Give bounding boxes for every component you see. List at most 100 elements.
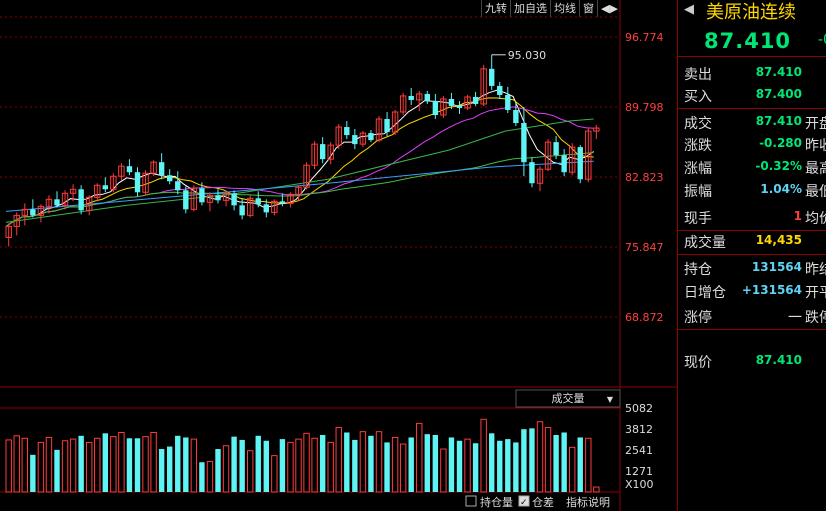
quote-row-value: -0.32% [755, 159, 802, 173]
candle-body [480, 68, 487, 105]
moving-average-button[interactable]: 均线 [550, 0, 579, 17]
quote-row-label: 现价 [684, 355, 712, 371]
candle-body [352, 135, 358, 145]
quote-row-label: 涨跌 [684, 138, 712, 154]
volume-bar [497, 440, 503, 492]
quote-row-extra-label: 昨结 [805, 262, 826, 278]
back-arrow-icon[interactable]: ◀ [684, 2, 694, 17]
quote-row-extra-label: 最低 [805, 184, 826, 200]
volume-bar [529, 428, 535, 492]
candle-body [472, 96, 479, 104]
quote-row: 成交 87.410开盘 [678, 111, 826, 133]
volume-bar [424, 434, 430, 492]
candle-body [368, 133, 374, 141]
volume-tick-label: 5082 [625, 402, 653, 415]
volume-bar [102, 433, 108, 492]
quote-row: 现手 1均价 [678, 206, 826, 228]
volume-dropdown-icon: ▼ [607, 395, 614, 404]
candle-body [561, 155, 567, 173]
volume-bar [263, 440, 269, 492]
window-button[interactable]: 窗 [579, 0, 597, 17]
candle-body [569, 146, 576, 173]
volume-bar [489, 433, 495, 492]
candle-body [134, 172, 141, 193]
quote-row-label: 现手 [684, 211, 712, 227]
candle-body [456, 105, 463, 108]
explain-link: 指标说明 [566, 495, 610, 509]
candle-body [391, 111, 399, 133]
candle-body [432, 100, 439, 116]
candle-body [183, 190, 189, 210]
candle-body [399, 95, 407, 113]
add-favorite-button[interactable]: 加自选 [510, 0, 550, 17]
volume-bar [247, 450, 254, 493]
volume-bar [110, 436, 117, 493]
candle-body [69, 188, 77, 194]
volume-bar [472, 443, 479, 492]
candle-body [78, 189, 84, 211]
candle-body [86, 196, 93, 211]
volume-bar [311, 437, 318, 493]
volume-bar [359, 431, 367, 493]
volume-bar [30, 454, 36, 492]
candle-body [190, 187, 198, 210]
ma-long-line [5, 118, 594, 223]
volume-bar [231, 436, 237, 492]
volume-bar [408, 437, 414, 492]
candle-body [222, 192, 230, 201]
candle-body [529, 162, 535, 184]
volume-bar [536, 421, 544, 493]
ma5-line [5, 89, 594, 227]
quote-panel: ◀ 美原油连续 87.410 -0 卖出 87.410 买入 87.400 成交 87.4… [678, 0, 826, 511]
hold-checkbox [465, 495, 477, 507]
volume-bar [593, 486, 600, 493]
scroll-arrows-button[interactable]: ◀▶ [597, 0, 621, 17]
quote-title-bar: ◀ 美原油连续 [678, 0, 826, 24]
quote-row-value: -0.280 [759, 136, 802, 150]
candle-body [303, 164, 310, 188]
quote-row-label: 振幅 [684, 184, 712, 200]
candle-body [521, 123, 527, 163]
quote-row-extra-label: 开平 [805, 285, 826, 301]
candle-body [279, 201, 286, 204]
volume-bar [222, 445, 230, 493]
candle-body [287, 193, 294, 204]
quote-row-label: 日增仓 [684, 285, 726, 301]
candle-body [497, 85, 503, 95]
candle-body [102, 185, 108, 190]
candle-body [319, 144, 326, 160]
volume-bar [183, 437, 189, 492]
candle-body [255, 198, 261, 205]
candle-body [416, 93, 423, 101]
candle-body [118, 165, 125, 177]
volume-bar [440, 448, 447, 493]
candle-body [54, 199, 60, 206]
candle-body [464, 96, 471, 109]
volume-bar [126, 438, 133, 492]
candle-body [440, 98, 447, 116]
volume-bar [69, 438, 77, 493]
candle-body [37, 205, 45, 216]
volume-tick-label: 2541 [625, 444, 653, 457]
volume-bar [215, 449, 221, 492]
candle-body [536, 168, 544, 184]
quote-row: 买入 87.400 [678, 84, 826, 106]
max-price-label: 95.030 [508, 49, 547, 62]
candle-body [544, 141, 552, 170]
volume-bar [391, 436, 399, 493]
volume-bar [513, 442, 519, 492]
volume-bar [206, 460, 214, 493]
divider [678, 56, 826, 57]
volume-bar [190, 438, 198, 493]
volume-bar [37, 441, 45, 493]
diff-legend-label: 仓差 [532, 495, 554, 509]
volume-bar [45, 436, 53, 493]
candlestick-chart[interactable]: 96.774 89.798 82.823 75.847 68.872 95.030 5082… [0, 0, 677, 511]
nine-turn-button[interactable]: 九转 [481, 0, 510, 17]
quote-row-value: 87.400 [755, 87, 802, 101]
volume-bar [199, 462, 205, 492]
quote-row-label: 成交量 [684, 235, 726, 251]
volume-bar [577, 437, 583, 492]
quote-row: 振幅 1.04%最低 [678, 179, 826, 201]
candle-body [206, 194, 214, 203]
